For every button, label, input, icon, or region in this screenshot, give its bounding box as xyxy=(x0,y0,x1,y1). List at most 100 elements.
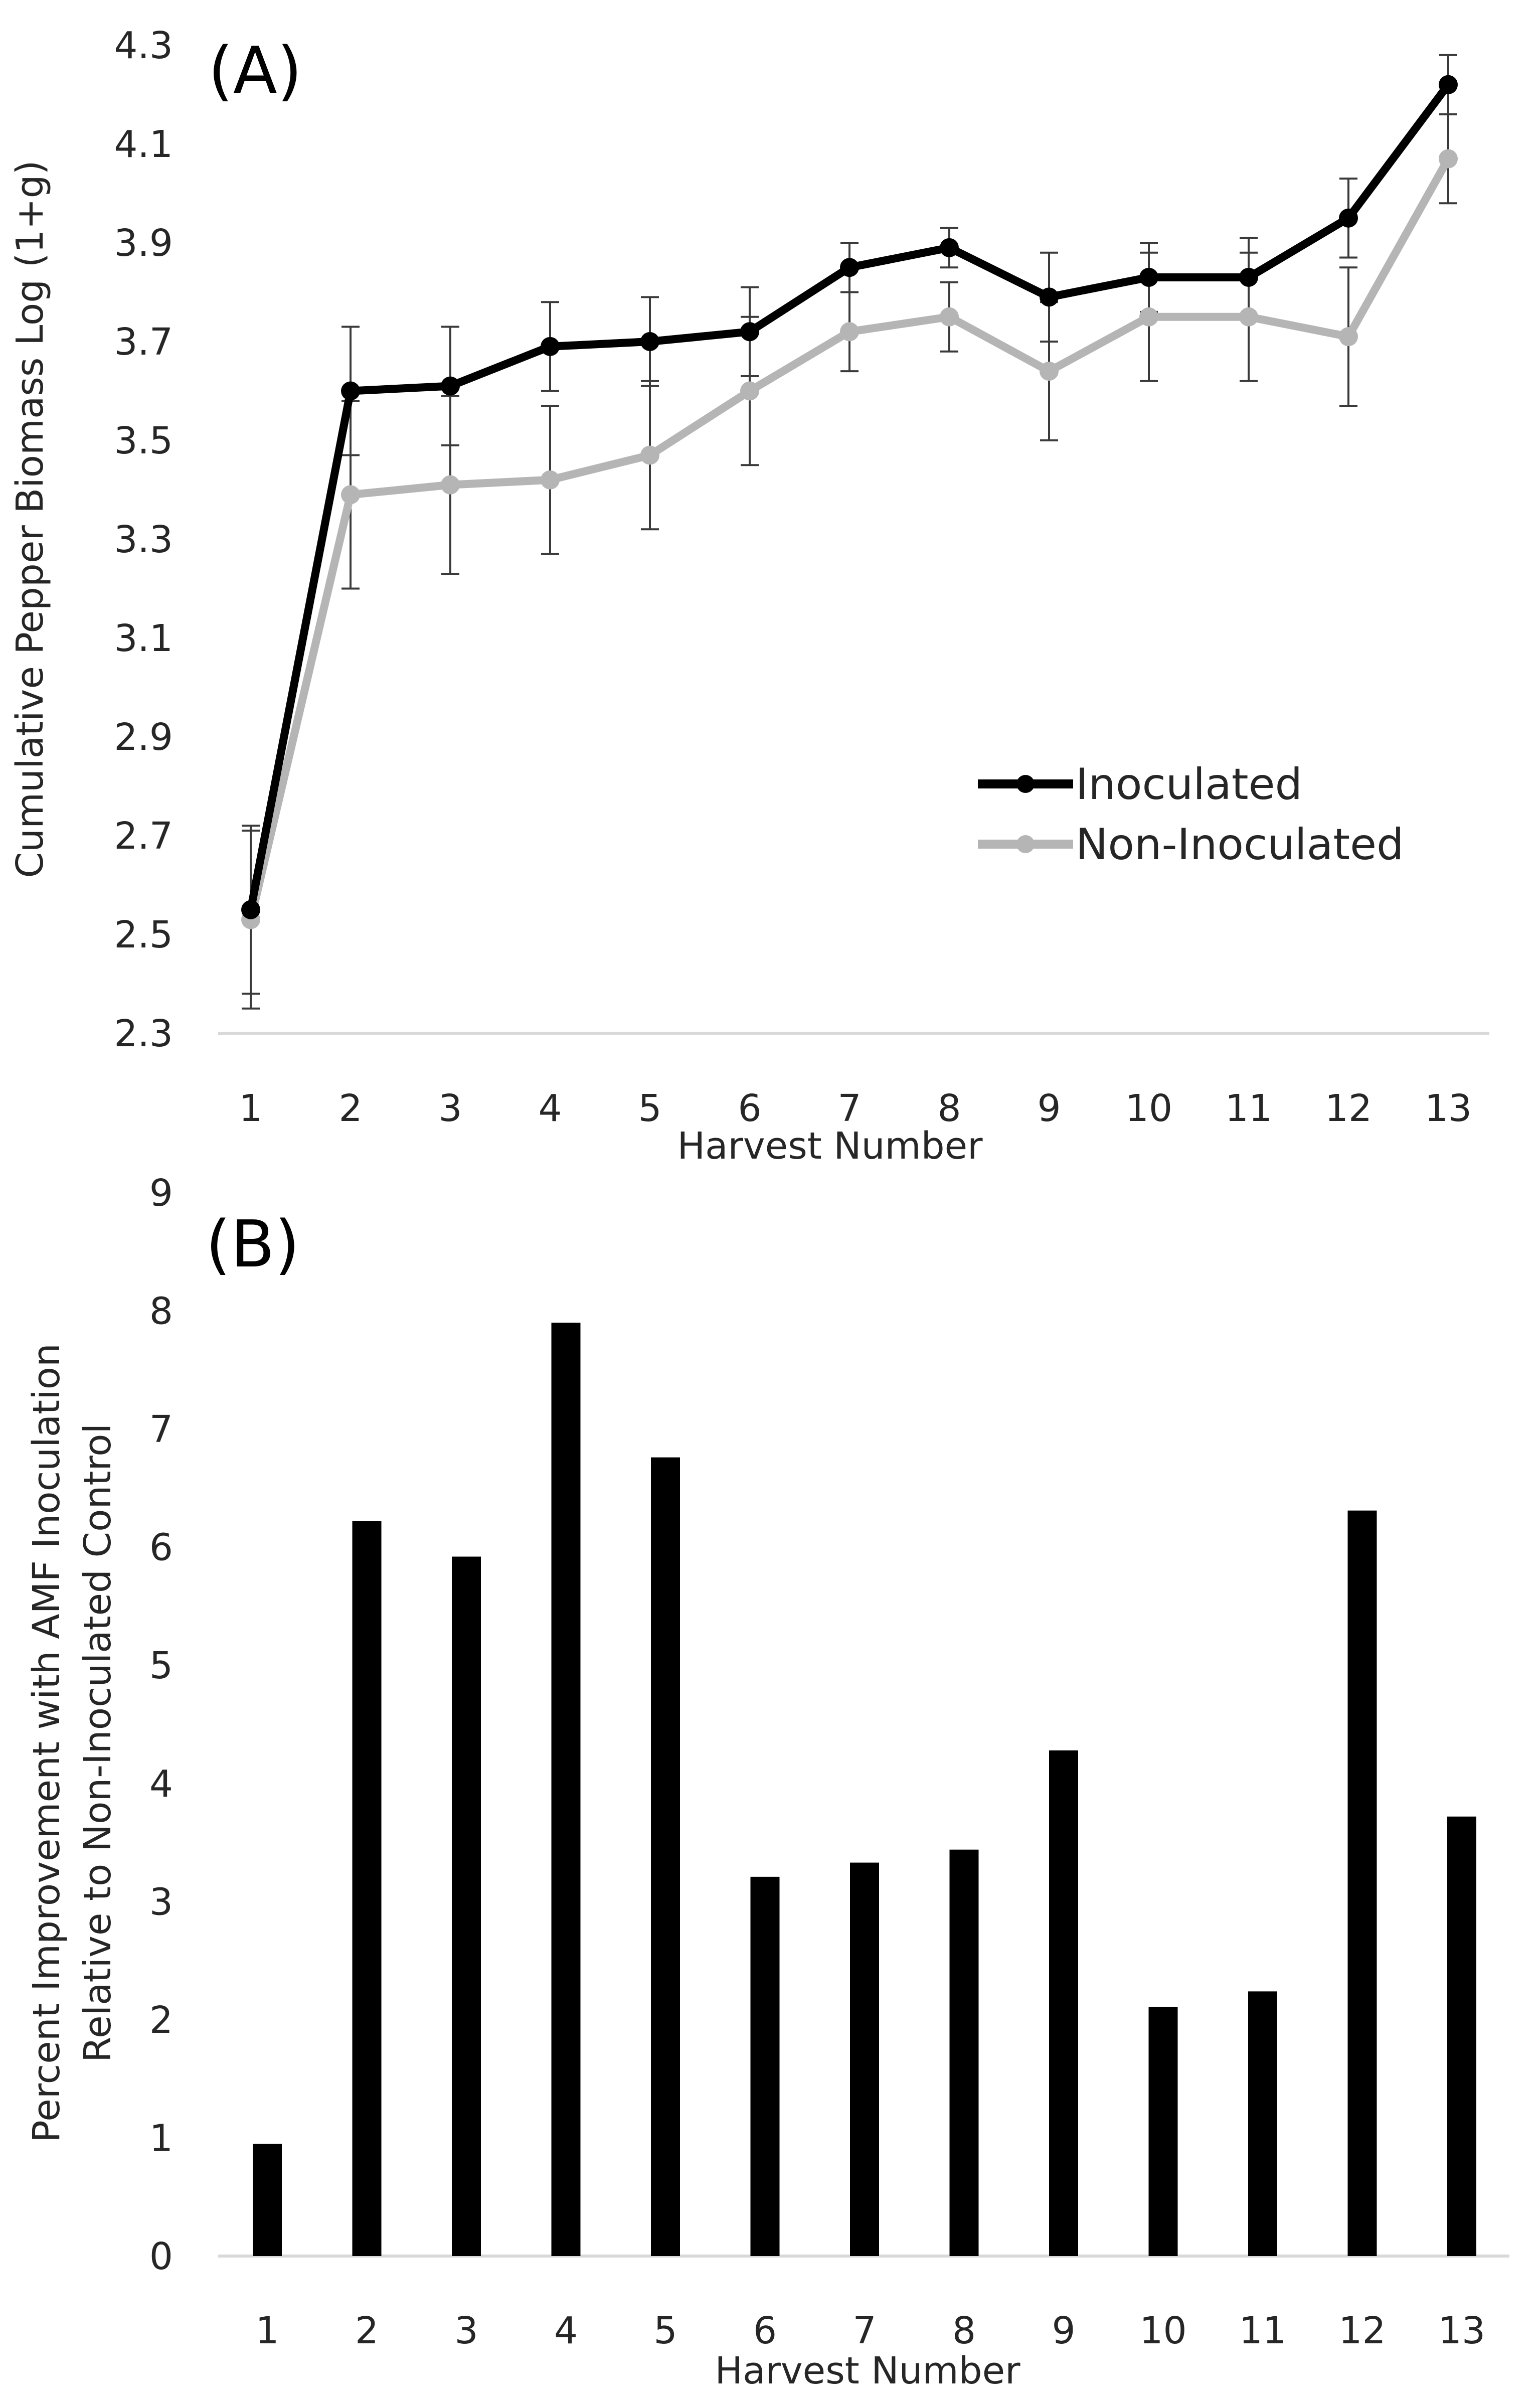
panel-a-points xyxy=(241,75,1458,929)
panel-a-y-tick-3: 2.9 xyxy=(114,716,173,759)
panel-a-legend: Inoculated Non-Inoculated xyxy=(978,759,1404,870)
panel-b-y-tick-9: 9 xyxy=(149,1172,173,1215)
panel-b-y-tick-6: 6 xyxy=(149,1526,173,1569)
panel-b-y-axis-label-line-2: Relative to Non-Inoculated Control xyxy=(76,1423,119,2062)
panel-a-y-ticks: 2.3 2.5 2.7 2.9 3.1 3.3 3.5 3.7 3.9 4.1 4.3 xyxy=(114,24,173,1055)
panel-a-y-tick-8: 3.9 xyxy=(114,222,173,265)
point-inoculated-4 xyxy=(541,337,560,356)
point-non-inoculated-6 xyxy=(740,381,759,401)
bar-harvest-5 xyxy=(651,1457,680,2256)
legend-entry-non-inoculated: Non-Inoculated xyxy=(978,820,1404,870)
point-non-inoculated-8 xyxy=(940,307,959,327)
legend-marker-inoculated xyxy=(1016,775,1035,793)
point-inoculated-10 xyxy=(1139,267,1158,287)
bar-harvest-6 xyxy=(750,1876,780,2256)
panel-b-x-tick-9: 9 xyxy=(1052,2309,1075,2352)
point-non-inoculated-11 xyxy=(1239,307,1258,327)
panel-a-x-ticks: 1 2 3 4 5 6 7 8 9 10 11 12 13 xyxy=(239,1087,1472,1130)
bar-harvest-13 xyxy=(1447,1816,1476,2256)
panel-b-y-tick-5: 5 xyxy=(149,1644,173,1687)
point-non-inoculated-12 xyxy=(1339,327,1358,347)
panel-a-y-tick-5: 3.3 xyxy=(114,518,173,561)
panel-b-x-tick-6: 6 xyxy=(753,2309,777,2352)
panel-a-x-tick-6: 6 xyxy=(738,1087,761,1130)
point-non-inoculated-2 xyxy=(341,485,360,505)
legend-entry-inoculated: Inoculated xyxy=(978,759,1302,810)
panel-b-x-tick-10: 10 xyxy=(1139,2309,1186,2352)
panel-b-y-tick-3: 3 xyxy=(149,1880,173,1924)
panel-a-x-tick-4: 4 xyxy=(538,1087,562,1130)
point-inoculated-6 xyxy=(740,322,759,342)
point-inoculated-1 xyxy=(241,900,260,919)
panel-b-y-tick-0: 0 xyxy=(149,2235,173,2278)
panel-b-x-tick-5: 5 xyxy=(653,2309,677,2352)
panel-a-x-tick-1: 1 xyxy=(239,1087,262,1130)
point-inoculated-13 xyxy=(1439,75,1458,94)
panel-a-x-tick-12: 12 xyxy=(1325,1087,1372,1130)
panel-b-x-tick-3: 3 xyxy=(454,2309,478,2352)
point-inoculated-8 xyxy=(940,238,959,257)
panel-a-x-axis-label: Harvest Number xyxy=(677,1125,983,1168)
legend-label-inoculated: Inoculated xyxy=(1076,759,1302,810)
bar-harvest-4 xyxy=(551,1323,581,2256)
panel-a-x-tick-8: 8 xyxy=(937,1087,961,1130)
panel-b-x-tick-2: 2 xyxy=(355,2309,379,2352)
panel-b-x-tick-8: 8 xyxy=(952,2309,976,2352)
panel-a-y-tick-6: 3.5 xyxy=(114,419,173,462)
bar-harvest-12 xyxy=(1347,1510,1377,2256)
point-non-inoculated-10 xyxy=(1139,307,1158,327)
point-inoculated-2 xyxy=(341,381,360,401)
panel-b-y-tick-2: 2 xyxy=(149,1999,173,2042)
panel-a-x-tick-2: 2 xyxy=(338,1087,362,1130)
panel-b-y-tick-7: 7 xyxy=(149,1408,173,1451)
point-non-inoculated-9 xyxy=(1040,362,1059,381)
panel-a-x-tick-5: 5 xyxy=(638,1087,661,1130)
point-non-inoculated-4 xyxy=(541,470,560,490)
panel-a-label: (A) xyxy=(208,34,302,108)
panel-a-x-tick-10: 10 xyxy=(1125,1087,1172,1130)
point-inoculated-5 xyxy=(640,332,659,351)
panel-b-y-tick-4: 4 xyxy=(149,1763,173,1806)
panel-a-x-tick-9: 9 xyxy=(1037,1087,1061,1130)
panel-a-x-tick-3: 3 xyxy=(438,1087,462,1130)
point-non-inoculated-7 xyxy=(840,322,859,342)
point-non-inoculated-13 xyxy=(1439,149,1458,169)
bar-harvest-1 xyxy=(253,2144,282,2256)
panel-a-y-axis-label: Cumulative Pepper Biomass Log (1+g) xyxy=(9,161,52,878)
panel-a-y-tick-2: 2.7 xyxy=(114,815,173,858)
legend-label-non-inoculated: Non-Inoculated xyxy=(1076,820,1404,870)
point-inoculated-11 xyxy=(1239,267,1258,287)
panel-a-x-tick-13: 13 xyxy=(1425,1087,1472,1130)
point-non-inoculated-5 xyxy=(640,445,659,465)
panel-b-y-ticks: 0 1 2 3 4 5 6 7 8 9 xyxy=(149,1172,173,2278)
bar-harvest-11 xyxy=(1248,1991,1277,2256)
bar-harvest-7 xyxy=(850,1862,879,2256)
panel-b-y-axis-label-line-1: Percent Improvement with AMF Inoculation xyxy=(25,1343,68,2143)
panel-b-x-tick-1: 1 xyxy=(255,2309,279,2352)
point-inoculated-7 xyxy=(840,258,859,277)
panel-b-bars xyxy=(253,1323,1476,2256)
bar-harvest-9 xyxy=(1049,1750,1078,2256)
panel-b-x-tick-12: 12 xyxy=(1338,2309,1386,2352)
panel-b-label: (B) xyxy=(206,1207,300,1282)
panel-a-y-tick-9: 4.1 xyxy=(114,123,173,166)
bar-harvest-2 xyxy=(352,1521,382,2256)
panel-b-x-tick-13: 13 xyxy=(1438,2309,1485,2352)
panel-a-x-tick-7: 7 xyxy=(837,1087,861,1130)
bar-harvest-3 xyxy=(452,1556,481,2256)
panel-a-y-tick-10: 4.3 xyxy=(114,24,173,67)
panel-b-y-tick-8: 8 xyxy=(149,1290,173,1333)
legend-marker-non-inoculated xyxy=(1016,835,1035,853)
bar-harvest-10 xyxy=(1148,2006,1178,2256)
panel-b-x-axis-label: Harvest Number xyxy=(715,2349,1020,2392)
panel-b-y-tick-1: 1 xyxy=(149,2117,173,2160)
point-inoculated-9 xyxy=(1040,287,1059,307)
bar-harvest-8 xyxy=(949,1849,979,2256)
point-inoculated-3 xyxy=(441,376,460,396)
panel-b-x-tick-11: 11 xyxy=(1239,2309,1286,2352)
panel-a-x-tick-11: 11 xyxy=(1225,1087,1272,1130)
panel-b-x-tick-4: 4 xyxy=(554,2309,578,2352)
